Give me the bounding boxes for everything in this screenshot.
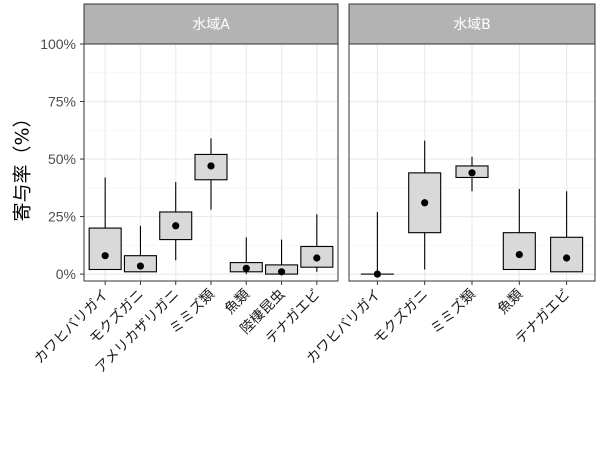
- mean-point: [207, 162, 215, 170]
- mean-point: [421, 199, 429, 207]
- y-tick-label: 0%: [56, 266, 76, 282]
- mean-point: [563, 254, 571, 262]
- y-tick-label: 100%: [40, 36, 76, 52]
- iqr-box: [88, 227, 122, 271]
- mean-point: [277, 268, 286, 276]
- facet-strip: [348, 3, 596, 45]
- box-ミミズ類: [455, 156, 489, 192]
- mean-point: [313, 254, 321, 262]
- box-モクズガニ: [123, 225, 157, 273]
- box-アメリカザリガニ: [159, 182, 193, 261]
- y-axis-title: 寄与率（%）: [12, 108, 34, 221]
- facet-title: 水域A: [192, 17, 230, 33]
- box-カワヒバリガイ: [360, 211, 394, 278]
- mean-point: [242, 264, 250, 272]
- facet-title: 水域B: [453, 17, 491, 33]
- mean-point: [373, 270, 381, 278]
- mean-point: [515, 250, 523, 259]
- box-モクズガニ: [408, 140, 442, 270]
- y-tick-label: 75%: [48, 94, 76, 110]
- box-陸棲昆虫: [265, 239, 299, 276]
- box-ミミズ類: [194, 138, 228, 210]
- box-テナガエビ: [300, 214, 334, 272]
- box-魚類: [229, 237, 263, 275]
- x-tick-label: 魚類: [222, 287, 253, 318]
- facet-panel-2: 水域B: [348, 3, 596, 282]
- mean-point: [136, 262, 145, 270]
- x-tick-label: 魚類: [495, 287, 526, 318]
- mean-point: [101, 252, 109, 260]
- facet-strip: [83, 3, 339, 45]
- box-テナガエビ: [550, 191, 584, 273]
- box-カワヒバリガイ: [88, 177, 122, 271]
- facet-panel-1: 水域A: [83, 3, 339, 282]
- box-魚類: [502, 188, 536, 271]
- x-tick-label: ミミズ類: [428, 287, 479, 338]
- mean-point: [172, 222, 180, 230]
- y-tick-label: 25%: [48, 209, 76, 225]
- mean-point: [468, 169, 476, 177]
- y-tick-label: 50%: [48, 151, 76, 167]
